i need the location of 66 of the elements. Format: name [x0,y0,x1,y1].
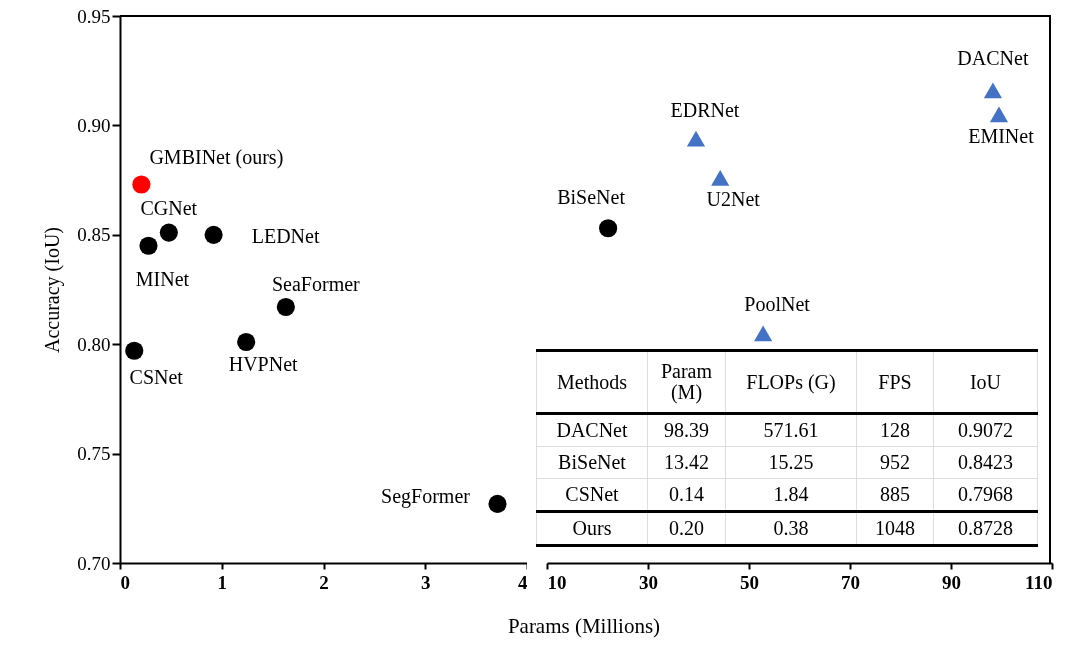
annotation: EDRNet [670,98,740,121]
y-tick-label: 0.80 [77,333,111,355]
point [159,223,178,242]
text: 0.8728 [958,517,1013,539]
annotation: DACNet [957,47,1029,70]
text: 128 [880,419,910,441]
text: 0.7968 [958,483,1013,505]
point [139,236,158,255]
annotation: PoolNet [744,293,811,316]
annotation: BiSeNet [557,186,626,209]
annotation: HVPNet [228,353,299,376]
annotation: GMBINet (ours) [149,146,284,170]
annotation: MINet [135,267,190,290]
text: 98.39 [664,419,709,441]
category-label: Param (M) [647,350,726,414]
y-tick-label: 0.75 [77,443,111,465]
text: 13.42 [664,451,709,473]
x-tick-label: 4 [518,571,528,593]
x-tick-label: 2 [319,571,329,593]
point [132,175,151,194]
annotation: SegFormer [381,484,471,508]
text: 0.20 [669,517,704,539]
x-tick-label: 30 [639,571,658,593]
text: 885 [880,483,910,505]
annotation: CGNet [140,196,198,219]
annotation: SeaFormer [271,273,361,295]
x-tick-label: 110 [1025,571,1053,593]
annotation: U2Net [706,187,761,210]
x-tick-label: 10 [547,571,567,593]
category-label: Ours [572,517,612,539]
text: 1.84 [773,483,809,505]
point [488,494,507,513]
category-label: CSNet [565,483,619,505]
annotation: LEDNet [251,224,320,247]
category-label: Methods [536,350,648,414]
y-tick-label: 0.70 [77,552,111,574]
x-tick-label: 1 [217,571,227,593]
x-tick-label: 50 [740,571,759,593]
text: 1048 [875,517,915,539]
x-tick-label: 0 [120,571,130,593]
y-tick-label: 0.90 [77,114,111,136]
category-label: DACNet [556,419,628,441]
x-tick-label: 3 [421,571,431,593]
category-label: BiSeNet [558,451,626,473]
x-axis-title: Params (Millions) [506,614,662,639]
annotation: CSNet [129,365,184,388]
point [237,332,256,352]
y-tick-label: 0.85 [77,224,111,246]
text: 571.61 [763,419,819,441]
text: 0.8423 [958,451,1013,473]
category-label: IoU [933,350,1038,414]
text: 0.14 [669,483,704,505]
text: 952 [880,451,910,473]
x-tick-label: 70 [841,571,860,593]
point [125,341,144,360]
category-label: FLOPs (G) [725,350,857,414]
y-tick-label: 0.95 [77,5,111,27]
text: 15.25 [768,451,814,473]
point [204,225,223,244]
annotation: EMINet [968,125,1035,148]
text: 0.9072 [958,419,1013,441]
category-label: FPS [856,350,934,414]
text: 0.38 [773,517,809,539]
point [276,297,295,317]
x-tick-label: 90 [942,571,961,593]
y-axis-title: Accuracy (IoU) [41,226,65,354]
